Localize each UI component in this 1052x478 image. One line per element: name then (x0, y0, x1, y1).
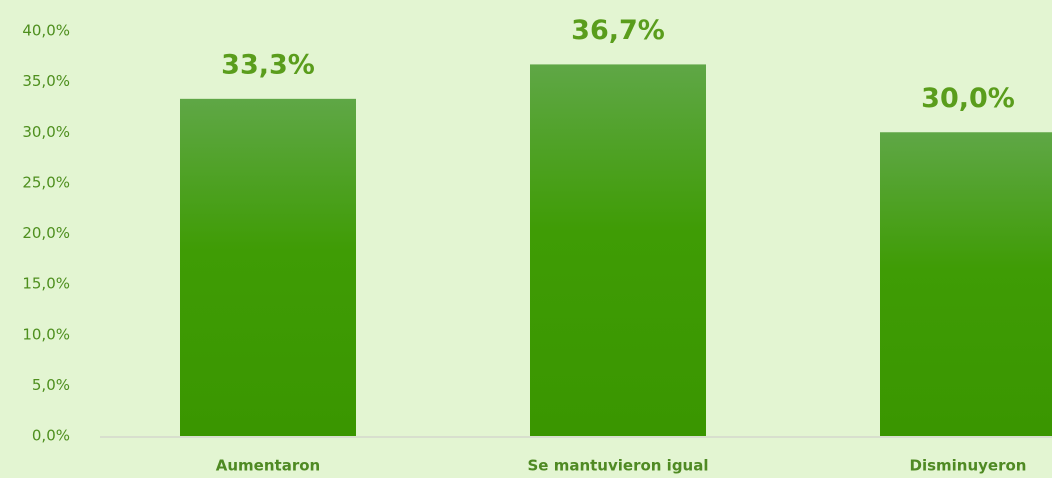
y-tick-label: 15,0% (22, 275, 70, 293)
value-label: 36,7% (571, 15, 665, 46)
y-tick-label: 35,0% (22, 72, 70, 90)
value-label: 30,0% (921, 83, 1015, 114)
bar (880, 132, 1052, 436)
y-tick-label: 20,0% (22, 224, 70, 242)
x-tick-label: Se mantuvieron igual (528, 457, 709, 475)
y-tick-label: 5,0% (32, 376, 70, 394)
y-tick-label: 25,0% (22, 173, 70, 191)
bar (530, 64, 706, 436)
y-tick-label: 40,0% (22, 22, 70, 40)
x-tick-label: Disminuyeron (910, 457, 1027, 475)
bar (180, 98, 356, 437)
y-tick-label: 0,0% (32, 427, 70, 445)
x-tick-label: Aumentaron (216, 457, 320, 475)
y-tick-label: 30,0% (22, 123, 70, 141)
y-tick-label: 10,0% (22, 325, 70, 343)
value-label: 33,3% (221, 49, 315, 80)
